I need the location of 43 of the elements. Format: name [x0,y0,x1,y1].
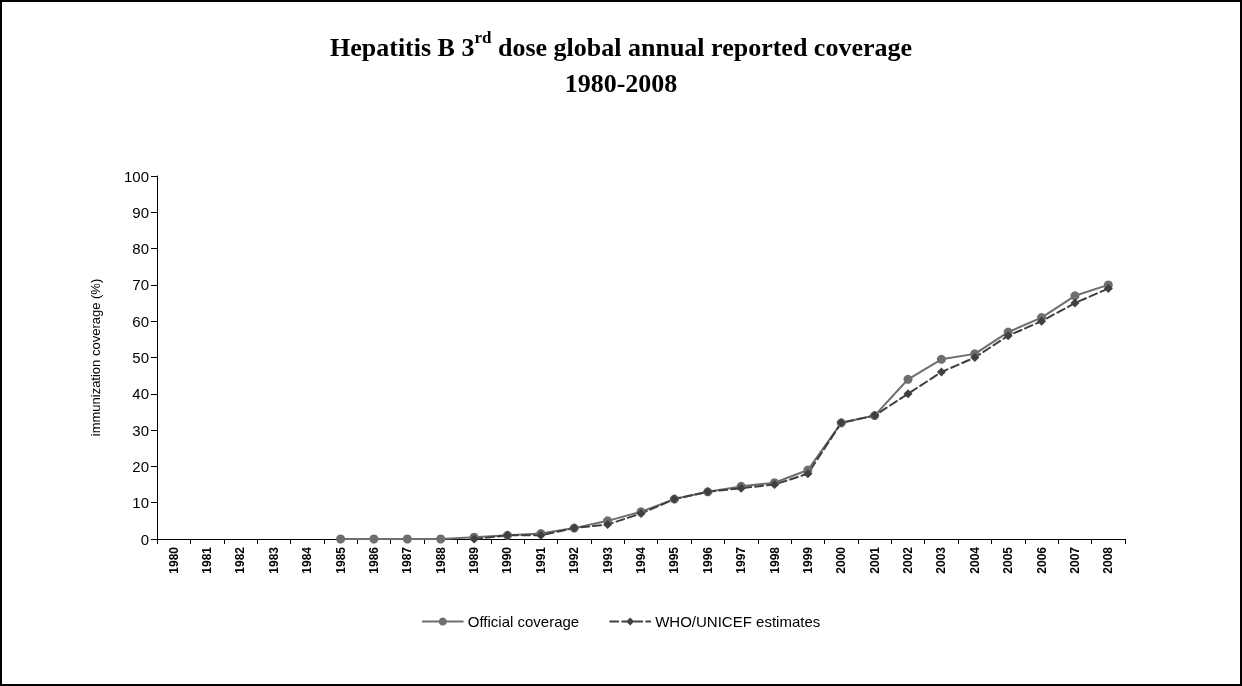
x-tick-label: 1980 [166,546,181,574]
legend-label: WHO/UNICEF estimates [655,613,821,630]
x-tick-label: 1995 [667,546,682,574]
x-tick-label: 1991 [533,546,548,574]
x-tick-label: 1996 [700,546,715,574]
y-tick-label: 60 [132,312,149,330]
x-tick-label: 1997 [734,546,749,574]
x-tick-label: 1989 [467,546,482,574]
x-tick-label: 2008 [1101,546,1116,574]
x-tick-label: 2006 [1034,546,1049,574]
x-tick-label: 2005 [1001,546,1016,574]
y-axis-title: immunization coverage (%) [88,278,103,437]
y-tick-label: 40 [132,385,149,403]
y-tick-label: 50 [132,349,149,366]
x-tick-label: 1998 [767,546,782,574]
x-tick-label: 1990 [500,546,515,574]
x-tick-label: 1987 [400,546,415,574]
y-tick-label: 70 [132,276,149,294]
legend-label: Official coverage [467,613,580,630]
x-tick-label: 2007 [1067,546,1082,574]
y-tick-label: 0 [140,530,149,548]
x-tick-label: 1988 [433,546,448,574]
x-tick-label: 1994 [634,546,648,574]
y-tick-label: 100 [123,167,149,185]
x-tick-label: 1981 [200,546,215,574]
x-tick-label: 1993 [600,546,615,574]
y-tick-label: 10 [132,494,149,512]
x-tick-label: 2003 [934,546,949,574]
y-tick-label: 80 [132,240,149,258]
x-tick-label: 2001 [867,546,882,574]
x-tick-label: 1982 [233,546,248,574]
x-tick-label: 2002 [901,546,916,574]
x-tick-label: 1999 [800,546,815,574]
x-tick-label: 1992 [567,546,582,574]
x-tick-label: 2000 [834,546,849,574]
x-tick-label: 1985 [333,546,348,574]
x-tick-label: 1983 [266,546,281,574]
y-tick-label: 30 [132,421,149,439]
y-tick-label: 20 [132,457,149,475]
x-tick-label: 1984 [300,546,315,574]
x-tick-label: 1986 [366,546,381,574]
x-tick-label: 2004 [967,546,982,574]
y-tick-label: 90 [132,203,149,221]
